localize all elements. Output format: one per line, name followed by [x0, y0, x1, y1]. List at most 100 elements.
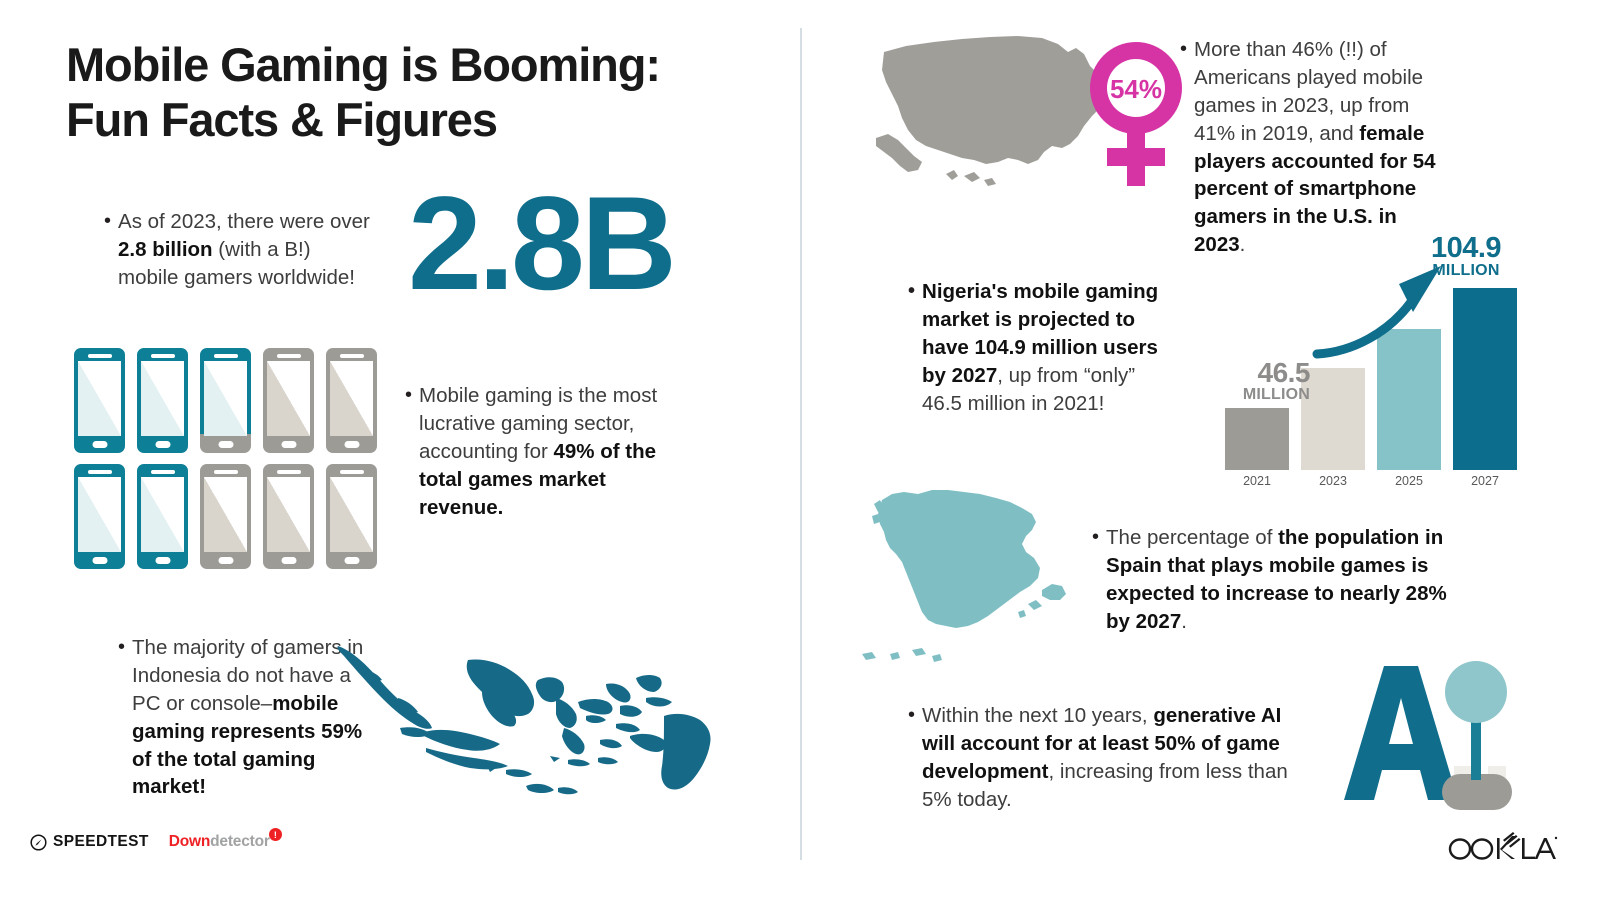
phone-home-button-icon — [218, 557, 233, 564]
phone-screen — [78, 477, 121, 552]
phone-speaker-icon — [339, 470, 364, 474]
bullet-dot: • — [1180, 38, 1188, 60]
speedtest-logo: SPEEDTEST — [30, 833, 149, 851]
phone-icon — [74, 464, 125, 569]
indonesia-map-icon — [337, 646, 711, 795]
spain-map-icon — [862, 490, 1066, 662]
bullet-49-percent-revenue: • Mobile gaming is the most lucrative ga… — [405, 382, 677, 521]
bullet-american-mobile-gamers-text: More than 46% (!!) of Americans played m… — [1194, 38, 1436, 257]
phone-icon-partial — [200, 348, 251, 453]
chart-label-46-5-million: 46.5 MILLION — [1218, 357, 1311, 403]
phone-speaker-icon — [339, 354, 364, 358]
phone-screen-sheen — [330, 477, 373, 552]
phone-screen-sheen — [204, 361, 247, 436]
phone-screen — [78, 361, 121, 436]
phone-screen-sheen — [204, 477, 247, 552]
phone-screen — [330, 477, 373, 552]
phone-icon — [200, 464, 251, 569]
bullet-dot: • — [118, 636, 126, 658]
phone-screen — [141, 361, 184, 436]
chart-label-104-9-million: 104.9 MILLION — [1418, 232, 1514, 279]
bullet-nigeria: • Nigeria's mobile gaming market is proj… — [908, 278, 1170, 417]
ai-joystick-logo-icon — [1344, 661, 1512, 810]
female-symbol-icon: 54% — [1090, 42, 1182, 186]
phone-icon — [263, 348, 314, 453]
chart-xtick-2025: 2025 — [1395, 474, 1423, 488]
phone-icon — [326, 348, 377, 453]
phone-pictogram-row-2 — [74, 464, 379, 569]
phone-home-button-icon — [281, 441, 296, 448]
phone-screen-sheen — [141, 361, 184, 436]
bullet-indonesia-text: The majority of gamers in Indonesia do n… — [132, 636, 364, 799]
chart-xtick-2027: 2027 — [1471, 474, 1499, 488]
phone-home-button-icon — [155, 441, 170, 448]
phone-home-button-icon — [155, 557, 170, 564]
chart-label-104-9-unit: MILLION — [1432, 261, 1500, 279]
bullet-american-mobile-gamers: • More than 46% (!!) of Americans played… — [1180, 36, 1448, 259]
phone-screen-sheen — [267, 361, 310, 436]
downdetector-down-text: Down — [168, 833, 211, 850]
chart-bar-2021 — [1225, 408, 1289, 470]
phone-speaker-icon — [276, 470, 301, 474]
phone-screen — [141, 477, 184, 552]
phone-screen-sheen — [78, 361, 121, 436]
big-number-2-8b: 2.8B — [408, 170, 677, 318]
chart-label-46-5-value: 46.5 — [1257, 357, 1311, 388]
phone-speaker-icon — [150, 354, 175, 358]
nigeria-users-bar-chart: 2021 2023 2025 2027 46.5 MILLION 104.9 M… — [1213, 234, 1517, 495]
downdetector-alert-badge: ! — [268, 828, 282, 841]
phone-screen — [204, 477, 247, 552]
bullet-spain: • The percentage of the population in Sp… — [1092, 524, 1462, 636]
phone-icon — [74, 348, 125, 453]
page-title: Mobile Gaming is Booming: Fun Facts & Fi… — [66, 38, 746, 148]
page-title-line-2: Fun Facts & Figures — [66, 92, 498, 146]
bullet-2-8-billion: • As of 2023, there were over 2.8 billio… — [104, 208, 374, 292]
phone-icon — [263, 464, 314, 569]
page-title-line-1: Mobile Gaming is Booming: — [66, 38, 661, 91]
bullet-dot: • — [1092, 526, 1100, 548]
chart-xtick-2023: 2023 — [1319, 474, 1347, 488]
bullet-dot: • — [908, 704, 916, 726]
phone-screen — [330, 361, 373, 436]
phone-screen-sheen — [78, 477, 121, 552]
phone-home-button-icon — [92, 441, 107, 448]
phone-speaker-icon — [213, 470, 238, 474]
bullet-generative-ai-text: Within the next 10 years, generative AI … — [922, 704, 1288, 811]
phone-screen-sheen — [330, 361, 373, 436]
downdetector-logo: Downdetector ! — [168, 828, 282, 851]
chart-bar-2027 — [1453, 288, 1517, 470]
phone-speaker-icon — [87, 354, 112, 358]
bullet-49-percent-revenue-text: Mobile gaming is the most lucrative gami… — [419, 384, 658, 519]
phone-screen — [204, 361, 247, 436]
bullet-dot: • — [405, 384, 413, 406]
phone-home-button-icon — [218, 441, 233, 448]
phone-speaker-icon — [276, 354, 301, 358]
bullet-indonesia: • The majority of gamers in Indonesia do… — [118, 634, 368, 801]
phone-home-button-icon — [281, 557, 296, 564]
phone-screen-sheen — [141, 477, 184, 552]
chart-label-46-5-unit: MILLION — [1242, 385, 1310, 403]
phone-screen — [267, 361, 310, 436]
chart-label-104-9-value: 104.9 — [1430, 232, 1502, 264]
phone-icon — [137, 348, 188, 453]
downdetector-detector-text: detector — [210, 833, 270, 850]
speedometer-icon — [30, 833, 47, 851]
bullet-2-8-billion-text: As of 2023, there were over 2.8 billion … — [118, 210, 370, 289]
phone-screen-sheen — [267, 477, 310, 552]
ookla-logo — [1448, 832, 1558, 860]
phone-speaker-icon — [87, 470, 112, 474]
phone-pictogram-row-1 — [74, 348, 379, 453]
phone-home-button-icon — [344, 441, 359, 448]
phone-speaker-icon — [213, 354, 238, 358]
speedtest-wordmark: SPEEDTEST — [53, 833, 149, 850]
bullet-generative-ai: • Within the next 10 years, generative A… — [908, 702, 1298, 814]
column-divider — [800, 28, 802, 860]
phone-icon — [326, 464, 377, 569]
bullet-dot: • — [908, 280, 916, 302]
phone-icon — [137, 464, 188, 569]
venus-percent-label: 54% — [1110, 74, 1162, 104]
bullet-dot: • — [104, 210, 112, 232]
phone-speaker-icon — [150, 470, 175, 474]
phone-screen — [267, 477, 310, 552]
